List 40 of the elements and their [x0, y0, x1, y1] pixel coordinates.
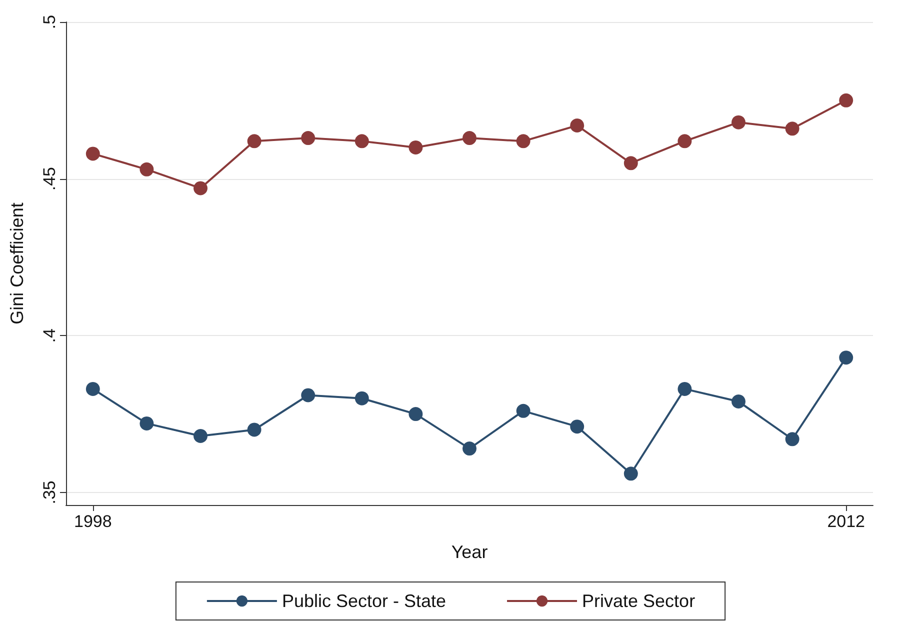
point — [247, 422, 262, 437]
point — [516, 404, 530, 418]
point — [354, 134, 369, 148]
point — [624, 156, 638, 170]
point — [86, 382, 100, 396]
y-tick-label: .35 — [40, 480, 59, 504]
point — [785, 432, 800, 446]
y-tick-label: .5 — [40, 14, 59, 30]
legend-label: Public Sector - State — [282, 591, 446, 611]
point — [408, 140, 423, 154]
point — [247, 134, 262, 148]
y-tick-label: .45 — [40, 167, 59, 191]
point — [570, 420, 584, 434]
point — [194, 429, 208, 443]
point — [140, 416, 154, 430]
point — [462, 442, 476, 456]
point — [678, 134, 692, 148]
point — [570, 118, 584, 132]
legend-label: Private Sector — [582, 591, 696, 611]
point — [462, 131, 476, 146]
point — [516, 134, 530, 148]
point — [140, 162, 154, 176]
x-tick-label: 2012 — [827, 512, 866, 531]
point — [839, 350, 854, 365]
point — [732, 394, 746, 408]
y-axis-title: Gini Coefficient — [7, 202, 27, 324]
point — [354, 391, 369, 406]
point — [301, 388, 316, 402]
point — [785, 122, 800, 136]
point — [408, 407, 423, 422]
point — [301, 131, 316, 146]
point — [839, 93, 854, 108]
point — [678, 382, 692, 396]
point — [624, 466, 638, 481]
x-tick-label: 1998 — [74, 512, 112, 531]
point — [732, 115, 746, 130]
x-axis-title: Year — [451, 542, 488, 562]
point — [194, 181, 208, 196]
point — [86, 146, 100, 161]
y-tick-label: .4 — [40, 328, 59, 343]
